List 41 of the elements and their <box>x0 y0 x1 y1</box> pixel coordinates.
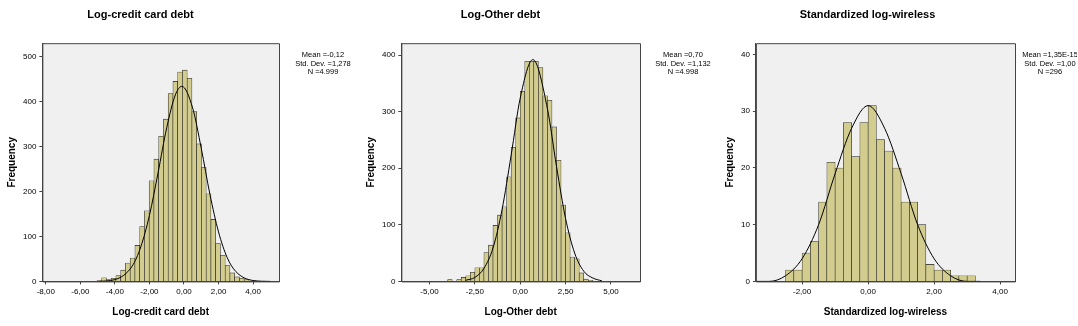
x-tick-label: 2,00 <box>210 287 227 297</box>
y-axis-title: Frequency <box>5 136 17 188</box>
x-tick-label: 2,50 <box>557 287 574 297</box>
y-tick-label: 30 <box>740 106 751 116</box>
x-tick-label: -6,00 <box>71 287 91 297</box>
y-tick-label: 40 <box>740 49 751 59</box>
x-tick-label: 2,00 <box>926 287 943 297</box>
x-axis-title: Log-Other debt <box>484 305 558 317</box>
x-tick-label: 5,00 <box>603 287 620 297</box>
x-tick-label: 0,00 <box>176 287 193 297</box>
y-tick-label: 100 <box>381 220 396 230</box>
y-tick-label: 0 <box>390 276 396 286</box>
y-tick-label: 400 <box>381 50 396 60</box>
chart-title: Log-Other debt <box>460 7 541 20</box>
chart-title: Standardized log-wireless <box>799 7 936 20</box>
x-tick-label: -8,00 <box>36 287 56 297</box>
x-tick-label: -2,00 <box>140 287 160 297</box>
x-axis-title: Standardized log-wireless <box>823 305 948 317</box>
x-axis-title: Log-credit card debt <box>112 305 210 317</box>
y-axis-title: Frequency <box>364 136 376 188</box>
y-tick-label: 10 <box>740 219 751 229</box>
y-tick-label: 0 <box>31 276 37 286</box>
y-tick-label: 200 <box>381 163 396 173</box>
x-tick-label: -5,00 <box>420 287 440 297</box>
chart-title: Log-credit card debt <box>87 7 195 20</box>
y-tick-label: 500 <box>22 51 37 61</box>
x-tick-label: 0,00 <box>860 287 877 297</box>
y-tick-label: 300 <box>381 106 396 116</box>
y-tick-label: 0 <box>745 276 751 286</box>
x-tick-label: 0,00 <box>512 287 529 297</box>
y-tick-label: 400 <box>22 96 37 106</box>
y-tick-label: 20 <box>740 163 751 173</box>
y-tick-label: 300 <box>22 141 37 151</box>
y-tick-label: 100 <box>22 231 37 241</box>
x-tick-label: -2,00 <box>792 287 812 297</box>
x-tick-label: -2,50 <box>465 287 485 297</box>
x-tick-label: 4,00 <box>245 287 262 297</box>
y-tick-label: 200 <box>22 186 37 196</box>
y-axis-title: Frequency <box>723 136 735 188</box>
x-tick-label: 4,00 <box>992 287 1009 297</box>
x-tick-label: -4,00 <box>105 287 125 297</box>
